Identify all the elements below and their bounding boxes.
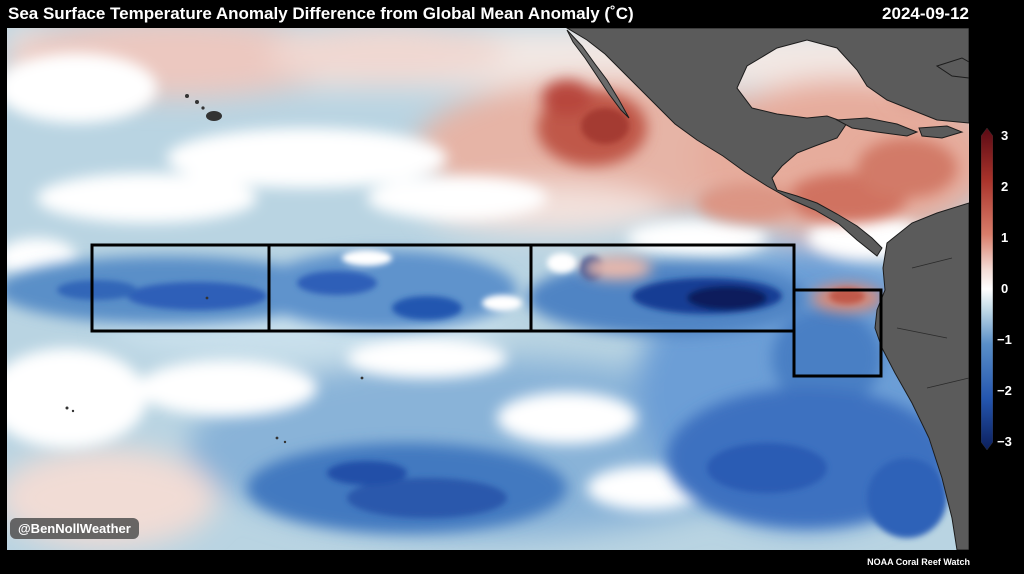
sst-anomaly-map	[7, 28, 969, 550]
nino-region-box-east	[529, 243, 796, 333]
colorbar-tick-label: −2	[997, 383, 1012, 398]
colorbar-tick-label: −1	[997, 332, 1012, 347]
nino-region-boxes	[90, 243, 883, 378]
watermark-handle: @BenNollWeather	[10, 518, 139, 539]
colorbar-tick-label: 0	[1001, 281, 1009, 296]
colorbar-tick-label: 2	[1001, 179, 1009, 194]
colorbar-tick-label: 3	[1001, 128, 1009, 143]
colorbar-tick-label: −3	[997, 434, 1012, 449]
map-date: 2024-09-12	[882, 4, 969, 23]
map-title: Sea Surface Temperature Anomaly Differen…	[8, 4, 634, 23]
colorbar	[981, 128, 993, 450]
nino-region-box-coastal	[792, 288, 883, 378]
land	[566, 28, 969, 550]
islands	[65, 94, 364, 444]
data-source-credit: NOAA Coral Reef Watch	[867, 557, 970, 567]
colorbar-tick-label: 1	[1001, 230, 1009, 245]
